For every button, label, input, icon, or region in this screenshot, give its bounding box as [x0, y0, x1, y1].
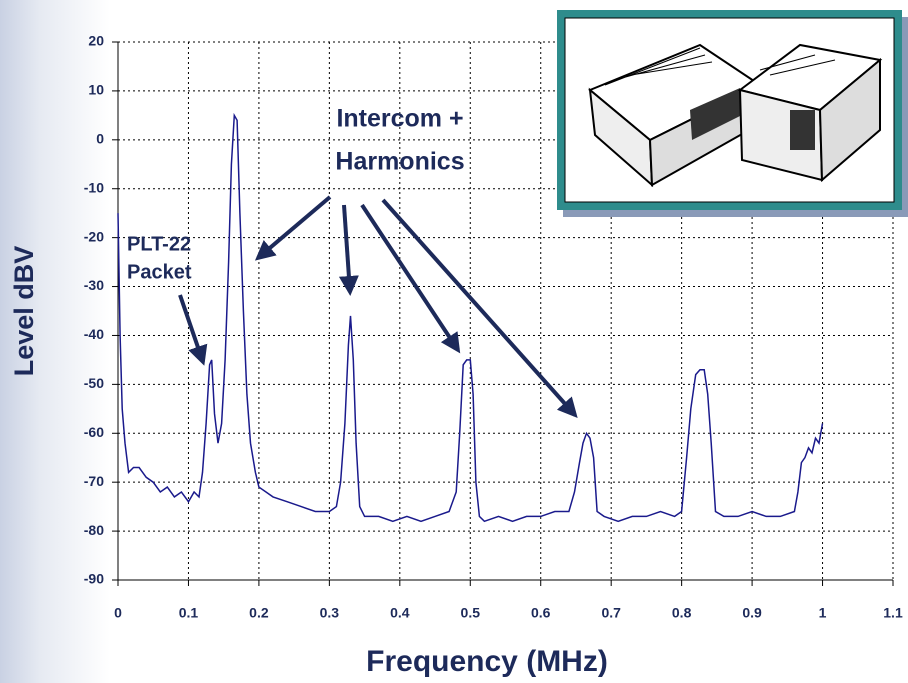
x-tick-label: 0.2: [249, 605, 269, 621]
annotation: Packet: [127, 261, 192, 283]
inset-image: [557, 10, 908, 217]
x-tick-label: 1.1: [883, 605, 903, 621]
y-axis-label: Level dBV: [9, 246, 39, 377]
annotation: Harmonics: [335, 148, 464, 176]
arrow: [360, 203, 461, 354]
x-tick-label: 1: [819, 605, 827, 621]
x-tick-label: 0.7: [601, 605, 621, 621]
x-tick-label: 0.9: [742, 605, 762, 621]
y-tick-label: -80: [84, 522, 104, 538]
x-tick-label: 0.3: [320, 605, 340, 621]
x-axis-label: Frequency (MHz): [366, 645, 608, 678]
arrow: [254, 195, 332, 261]
y-tick-label: 10: [88, 82, 104, 98]
arrow: [338, 204, 359, 296]
x-tick-label: 0.5: [461, 605, 481, 621]
y-tick-label: -10: [84, 179, 104, 195]
y-tick-label: -20: [84, 228, 104, 244]
line: [117, 112, 824, 523]
y-tick-label: 20: [88, 33, 104, 49]
arrow: [178, 294, 208, 366]
annotation: Intercom +: [336, 105, 463, 133]
y-tick-label: -50: [84, 375, 104, 391]
y-tick-label: 0: [96, 131, 104, 147]
y-tick-label: -40: [84, 326, 104, 342]
x-tick-label: 0.4: [390, 605, 410, 621]
arrow: [381, 198, 578, 418]
annotation: PLT-22: [127, 233, 191, 255]
x-tick-label: 0.8: [672, 605, 692, 621]
x-tick-label: 0.1: [179, 605, 199, 621]
y-tick-label: -90: [84, 571, 104, 587]
y-tick-label: -70: [84, 473, 104, 489]
x-tick-label: 0: [114, 605, 122, 621]
y-tick-label: -60: [84, 424, 104, 440]
x-tick-label: 0.6: [531, 605, 551, 621]
y-tick-label: -30: [84, 277, 104, 293]
marks: [117, 112, 824, 523]
